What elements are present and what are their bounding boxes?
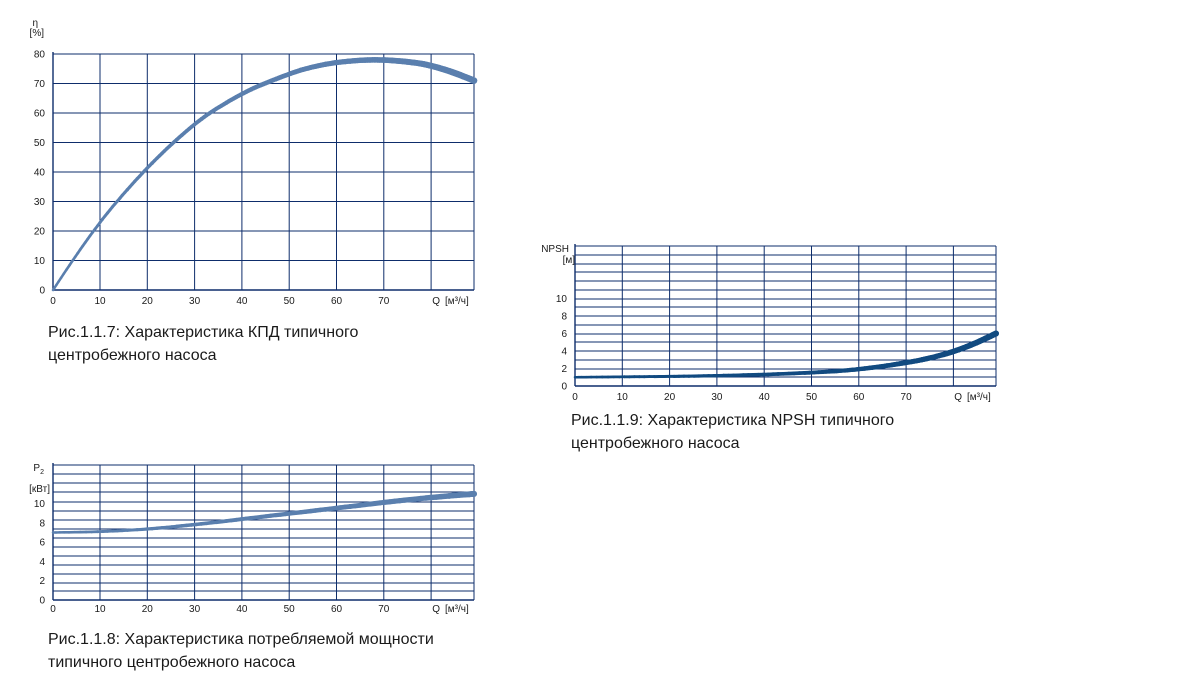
efficiency-y-symbol: η: [32, 18, 38, 29]
npsh-y-symbol: NPSH: [541, 244, 569, 255]
power-y-tick-0: 0: [39, 596, 45, 607]
efficiency-x-tick-50: 50: [284, 296, 296, 307]
power-y-tick-10: 10: [34, 499, 46, 510]
efficiency-y-tick-20: 20: [34, 227, 46, 238]
efficiency-x-tick-30: 30: [189, 296, 201, 307]
efficiency-x-tick-20: 20: [142, 296, 154, 307]
power-x-tick-0: 0: [50, 604, 56, 615]
power-y-tick-6: 6: [39, 538, 45, 549]
npsh-y-tick-4: 4: [561, 347, 567, 358]
efficiency-y-tick-70: 70: [34, 79, 46, 90]
efficiency-x-tick-40: 40: [236, 296, 248, 307]
npsh-x-unit: [м³/ч]: [967, 392, 991, 403]
npsh-x-tick-0: 0: [572, 392, 578, 403]
power-x-tick-10: 10: [94, 604, 106, 615]
efficiency-caption-line1: Рис.1.1.7: Характеристика КПД типичного: [48, 324, 359, 341]
efficiency-x-unit: [м³/ч]: [445, 296, 469, 307]
efficiency-y-unit: [%]: [30, 28, 45, 39]
power-series-line: [51, 490, 477, 534]
power-caption-line1: Рис.1.1.8: Характеристика потребляемой м…: [48, 631, 434, 648]
power-y-tick-2: 2: [39, 576, 45, 587]
efficiency-y-tick-80: 80: [34, 50, 46, 61]
power-y-tick-4: 4: [39, 557, 45, 568]
npsh-x-tick-30: 30: [711, 392, 723, 403]
power-x-label: Q: [432, 604, 440, 615]
power-caption: Рис.1.1.8: Характеристика потребляемой м…: [48, 628, 434, 674]
npsh-y-tick-2: 2: [561, 364, 567, 375]
power-x-tick-60: 60: [331, 604, 343, 615]
power-y-symbol-main: P: [33, 463, 40, 474]
npsh-y-tick-0: 0: [561, 382, 567, 393]
npsh-y-tick-8: 8: [561, 312, 567, 323]
npsh-x-tick-40: 40: [759, 392, 771, 403]
power-caption-line2: типичного центробежного насоса: [48, 654, 296, 671]
npsh-x-label: Q: [954, 392, 962, 403]
power-x-unit: [м³/ч]: [445, 604, 469, 615]
efficiency-x-label: Q: [432, 296, 440, 307]
power-y-symbol-sub: 2: [40, 469, 44, 476]
efficiency-caption-line2: центробежного насоса: [48, 347, 217, 364]
efficiency-chart: 0 10 20 30 40 50 60 70 80 0 10 20 30 40 50 60 70 η[%] Q [м³…: [30, 18, 478, 307]
npsh-y-tick-10: 10: [556, 294, 568, 305]
efficiency-y-tick-60: 60: [34, 109, 46, 120]
npsh-x-tick-60: 60: [853, 392, 865, 403]
efficiency-y-tick-50: 50: [34, 138, 46, 149]
efficiency-x-tick-60: 60: [331, 296, 343, 307]
efficiency-x-tick-10: 10: [94, 296, 106, 307]
power-x-tick-40: 40: [236, 604, 248, 615]
power-x-tick-20: 20: [142, 604, 154, 615]
efficiency-caption: Рис.1.1.7: Характеристика КПД типичного …: [48, 321, 358, 367]
npsh-series-line: [573, 330, 999, 379]
npsh-x-tick-10: 10: [617, 392, 629, 403]
npsh-y-tick-6: 6: [561, 329, 567, 340]
efficiency-series-line: [51, 57, 478, 292]
efficiency-y-tick-0: 0: [39, 286, 45, 297]
npsh-x-tick-70: 70: [901, 392, 913, 403]
efficiency-y-tick-10: 10: [34, 256, 46, 267]
npsh-caption: Рис.1.1.9: Характеристика NPSH типичного…: [571, 409, 894, 455]
power-x-tick-70: 70: [378, 604, 390, 615]
efficiency-y-tick-40: 40: [34, 168, 46, 179]
npsh-x-tick-20: 20: [664, 392, 676, 403]
power-x-tick-50: 50: [284, 604, 296, 615]
npsh-x-tick-50: 50: [806, 392, 818, 403]
npsh-chart: 0 2 4 6 8 10 0 10 20 30 40 50 60 70 NPSH[м] Q [м³/ч]: [541, 244, 999, 403]
power-y-tick-8: 8: [39, 518, 45, 529]
npsh-caption-line2: центробежного насоса: [571, 435, 740, 452]
power-y-unit: [кВт]: [29, 484, 50, 495]
power-x-tick-30: 30: [189, 604, 201, 615]
efficiency-y-tick-30: 30: [34, 197, 46, 208]
power-y-symbol: P2: [33, 463, 44, 476]
efficiency-x-tick-0: 0: [50, 296, 56, 307]
npsh-y-unit: [м]: [563, 255, 576, 266]
npsh-caption-line1: Рис.1.1.9: Характеристика NPSH типичного: [571, 412, 895, 429]
efficiency-x-tick-70: 70: [378, 296, 390, 307]
